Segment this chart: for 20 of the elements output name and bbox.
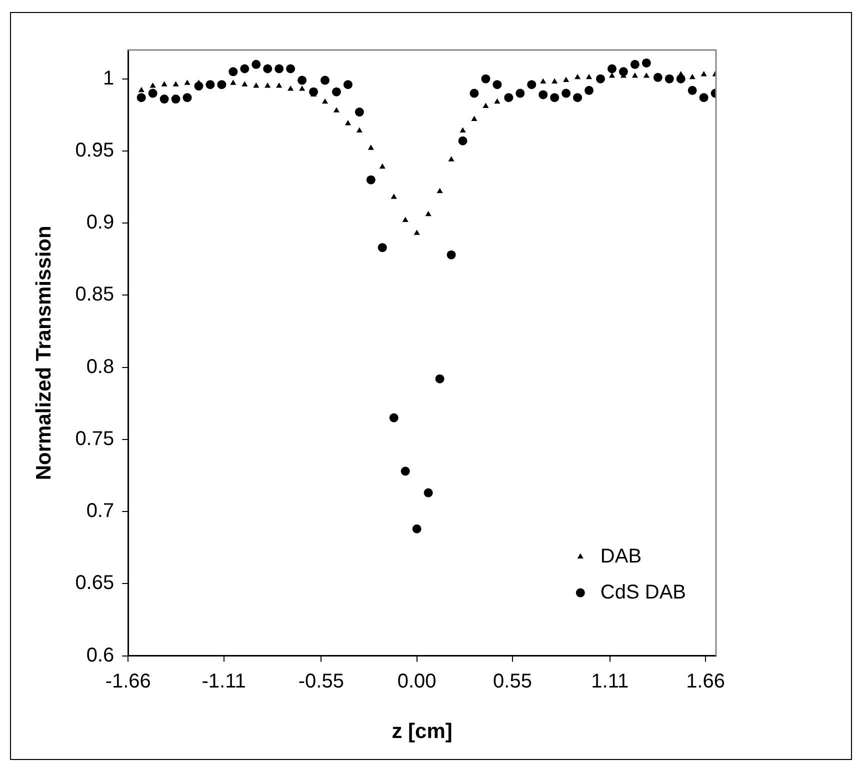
y-tick-label: 0.6	[86, 644, 114, 666]
x-tick-label: -1.11	[202, 670, 246, 692]
legend-label: CdS DAB	[600, 581, 686, 604]
x-axis-title: z [cm]	[392, 720, 452, 744]
y-tick-label: 0.75	[75, 428, 114, 450]
y-tick-label: 0.85	[75, 284, 114, 306]
x-tick-label: 0.55	[493, 670, 532, 692]
y-tick-label: 1	[103, 67, 114, 90]
x-tick-label: 1.66	[686, 670, 726, 692]
y-tick-label: 0.95	[75, 139, 114, 162]
x-tick-label: 1.11	[591, 670, 629, 692]
x-tick-label: 0.00	[397, 670, 436, 692]
y-tick-label: 0.7	[86, 500, 114, 522]
x-tick-label: -1.66	[105, 670, 151, 692]
x-tick-label: -0.55	[298, 670, 344, 692]
y-tick-label: 0.8	[86, 356, 114, 378]
y-tick-label: 0.9	[86, 212, 114, 234]
legend-label: DAB	[600, 545, 642, 568]
y-tick-label: 0.65	[75, 572, 114, 594]
y-axis-title: Normalized Transmission	[32, 226, 56, 480]
